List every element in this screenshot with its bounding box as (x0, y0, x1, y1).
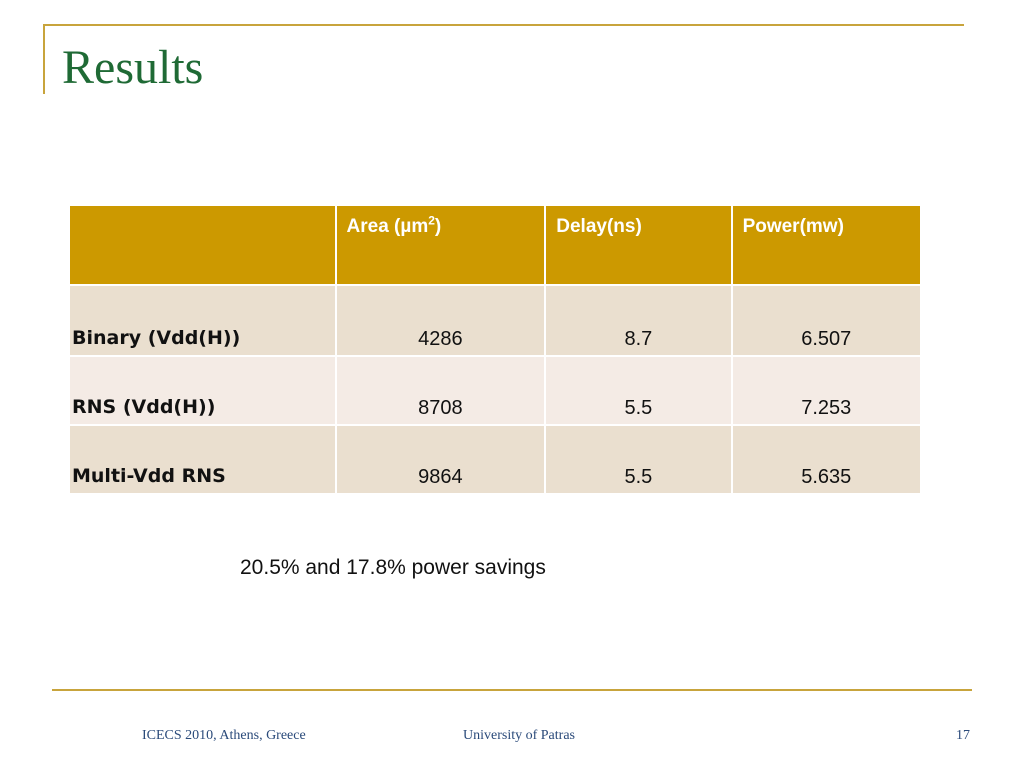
slide-title: Results (62, 41, 204, 94)
row-label: RNS (Vdd(H)) (70, 357, 335, 424)
delay-cell: 8.7 (546, 286, 731, 355)
table-header-row: Area (µm2) Delay(ns) Power(mw) (70, 206, 920, 284)
footer-conference: ICECS 2010, Athens, Greece (142, 728, 306, 743)
power-savings-note: 20.5% and 17.8% power savings (240, 556, 546, 579)
slide-number: 17 (956, 728, 970, 743)
area-cell: 4286 (336, 286, 545, 355)
area-cell: 9864 (336, 426, 545, 493)
power-cell: 5.635 (732, 426, 920, 493)
area-cell: 8708 (336, 357, 545, 424)
row-label: Multi-Vdd RNS (70, 426, 335, 493)
header-area: Area (µm2) (336, 206, 545, 284)
results-table: Area (µm2) Delay(ns) Power(mw) Binary (V… (68, 204, 922, 495)
header-power: Power(mw) (732, 206, 920, 284)
row-label: Binary (Vdd(H)) (70, 286, 335, 355)
table-row: RNS (Vdd(H)) 8708 5.5 7.253 (70, 357, 920, 424)
header-area-suffix: ) (434, 216, 442, 237)
header-area-superscript: 2 (428, 213, 435, 228)
footer-divider (52, 689, 972, 691)
table-row: Binary (Vdd(H)) 4286 8.7 6.507 (70, 286, 920, 355)
footer-university: University of Patras (463, 728, 575, 743)
header-area-prefix: Area (µm (346, 216, 429, 237)
delay-cell: 5.5 (546, 426, 731, 493)
header-delay: Delay(ns) (546, 206, 731, 284)
frame-left-line (43, 24, 45, 94)
table-row: Multi-Vdd RNS 9864 5.5 5.635 (70, 426, 920, 493)
header-corner-cell (70, 206, 335, 284)
power-cell: 7.253 (732, 357, 920, 424)
power-cell: 6.507 (732, 286, 920, 355)
delay-cell: 5.5 (546, 357, 731, 424)
frame-top-line (43, 24, 964, 26)
